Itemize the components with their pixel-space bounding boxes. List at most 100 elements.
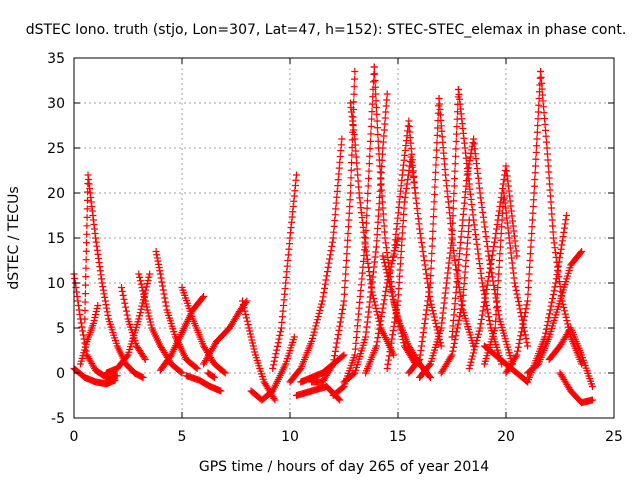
data-point [378,198,386,206]
data-point [347,181,355,189]
data-point [344,223,352,231]
data-point [139,287,147,295]
data-point [494,277,502,285]
data-point [326,251,334,259]
data-point [413,199,421,207]
data-point [483,281,491,289]
data-point [514,347,522,355]
data-point [394,297,402,305]
data-point [464,164,472,172]
data-point [383,365,391,372]
data-point [371,70,379,78]
data-point [474,330,482,338]
data-point [422,311,430,318]
data-point [531,169,539,177]
data-point [339,352,347,360]
data-point [415,357,423,365]
data-point [427,272,435,280]
data-point [352,147,360,155]
data-point [118,284,126,291]
data-point [454,320,462,328]
data-point [89,320,97,327]
data-point [531,176,539,183]
data-point [393,305,401,313]
data-point [389,327,397,335]
data-point [152,248,160,255]
data-point [468,355,476,363]
data-point [139,374,147,381]
data-point [90,317,98,324]
grid [74,58,614,418]
data-point [548,298,556,306]
data-point [529,203,537,210]
series-24 [340,90,391,386]
data-point [537,73,545,81]
data-point [146,315,154,323]
data-point [428,242,436,250]
data-point [162,302,170,310]
data-point [392,310,400,318]
data-point [374,218,382,226]
data-point [528,223,536,231]
data-point [525,277,533,285]
data-point [451,160,459,168]
data-point [351,345,359,353]
data-point [143,306,151,314]
data-point [456,288,464,296]
data-point [339,305,347,313]
data-point [353,165,361,173]
data-point [487,260,495,268]
data-point [377,175,385,183]
data-point [452,332,460,340]
data-point [79,331,87,339]
data-point [485,317,493,324]
data-point [463,171,471,179]
data-point [539,91,547,99]
data-point [347,166,355,174]
data-point [388,335,396,343]
data-point [338,135,346,143]
data-point [484,309,492,317]
data-point [476,324,484,332]
data-point [451,175,459,183]
series-21 [346,99,398,359]
data-point [336,396,344,404]
data-point [274,339,282,347]
data-point [394,291,402,299]
data-point [532,155,540,163]
data-point [143,280,151,288]
data-point [432,154,440,162]
data-point [376,321,384,329]
data-point [578,248,586,255]
data-point [311,325,319,333]
data-point [247,333,255,341]
data-point [477,269,485,277]
data-point [336,322,344,330]
data-point [140,354,148,362]
data-point [354,316,362,324]
data-point [275,335,283,343]
data-point [545,314,553,322]
data-point [380,300,388,308]
data-point [378,308,386,316]
data-point [356,293,364,300]
data-point [350,90,358,98]
data-point [322,276,330,284]
data-point [368,100,376,108]
data-point [417,234,425,242]
data-point [449,219,457,227]
data-point [513,351,521,359]
data-point [564,320,572,328]
y-tick-label: 10 [47,276,65,292]
data-point [101,293,109,301]
data-point [210,374,218,381]
data-point [346,189,354,197]
data-point [353,159,361,167]
axis-ticks: 0 5 10 15 20 25 -5 0 5 10 15 20 25 30 35 [47,51,623,445]
data-point [534,115,542,123]
data-point [497,236,505,244]
data-point [361,246,369,254]
data-point [498,223,506,231]
data-point [534,122,542,129]
data-point [330,356,338,364]
